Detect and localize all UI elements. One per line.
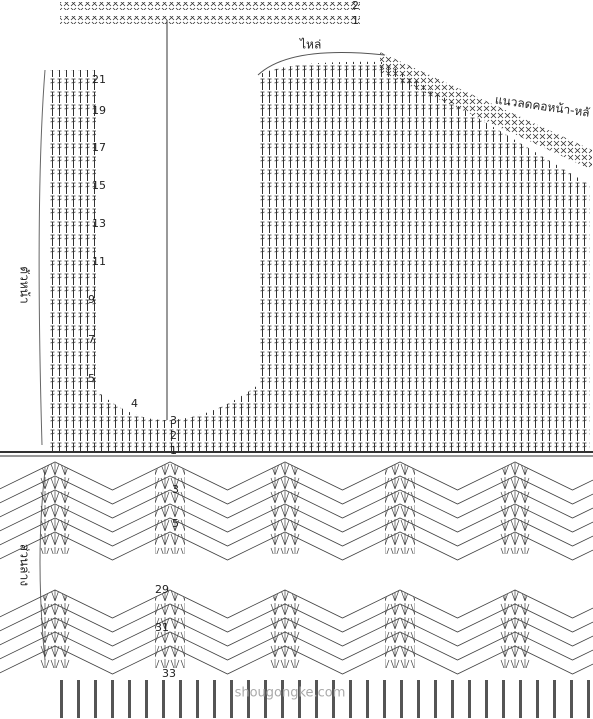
fringe — [468, 680, 471, 718]
row-number: 1 — [170, 444, 177, 457]
row-number: 15 — [92, 179, 106, 192]
fan-cluster — [385, 590, 415, 668]
zigzag-row — [0, 589, 593, 619]
fan-cluster — [270, 590, 300, 668]
zigzag-row — [0, 489, 593, 519]
fringe — [536, 680, 539, 718]
row-number: 21 — [92, 73, 106, 86]
front-label: ตัวหน้า — [18, 266, 32, 303]
fan-cluster — [40, 462, 70, 554]
fan-cluster — [270, 462, 300, 554]
fringe — [213, 680, 216, 718]
fan-cluster — [155, 590, 185, 668]
row-number: 3 — [170, 414, 177, 427]
watermark: shougongke.com — [235, 686, 346, 701]
fringe — [502, 680, 505, 718]
shoulder-label: ไหล่ — [299, 38, 321, 52]
fringe — [247, 680, 250, 718]
fringe — [570, 680, 573, 718]
fringe — [315, 680, 318, 718]
fringe — [179, 680, 182, 718]
row-number: 2 — [170, 429, 177, 442]
zigzag-row — [0, 475, 593, 505]
row-number: 29 — [155, 583, 169, 596]
zigzag-row — [0, 517, 593, 547]
row-number: 4 — [131, 397, 138, 410]
fringe — [128, 680, 131, 718]
row-number: 17 — [92, 141, 106, 154]
stitch-row — [60, 16, 360, 24]
fringe — [77, 680, 80, 718]
shoulder-arc — [257, 52, 386, 76]
fringe — [366, 680, 369, 718]
fringe — [94, 680, 97, 718]
fringe — [332, 680, 335, 718]
fringe — [383, 680, 386, 718]
fringe — [162, 680, 165, 718]
fan-cluster — [500, 590, 530, 668]
zigzag-pattern — [0, 461, 593, 718]
fringe — [111, 680, 114, 718]
row-number: 3 — [172, 483, 179, 496]
fan-cluster — [40, 590, 70, 668]
fringe — [298, 680, 301, 718]
zigzag-row — [0, 631, 593, 661]
fringe — [434, 680, 437, 718]
row-number: 13 — [92, 217, 106, 230]
row-number: 2 — [352, 0, 359, 12]
row-number: 11 — [92, 255, 106, 268]
fringe — [264, 680, 267, 718]
fringe — [553, 680, 556, 718]
row-number: 5 — [172, 517, 179, 530]
fringe — [519, 680, 522, 718]
fringe — [281, 680, 284, 718]
row-number: 31 — [155, 621, 169, 634]
zigzag-row — [0, 645, 593, 675]
zigzag-row — [0, 531, 593, 561]
stitch-row — [60, 2, 360, 10]
row-number: 1 — [352, 14, 359, 27]
fringe — [145, 680, 148, 718]
row-number: 19 — [92, 104, 106, 117]
fringe — [349, 680, 352, 718]
row-number: 7 — [88, 333, 95, 346]
zigzag-row — [0, 617, 593, 647]
row-number: 5 — [88, 372, 95, 385]
row-number: 9 — [88, 293, 95, 306]
fringe — [230, 680, 233, 718]
fringe — [485, 680, 488, 718]
fringe — [400, 680, 403, 718]
zigzag-row — [0, 503, 593, 533]
neckline-stitches — [380, 52, 592, 170]
fan-cluster — [500, 462, 530, 554]
bracket — [38, 69, 46, 446]
fan-cluster — [385, 462, 415, 554]
fringe — [60, 680, 63, 718]
fan-cluster — [155, 462, 185, 554]
fringe — [451, 680, 454, 718]
lower-label: ส่วนล่าง — [18, 544, 32, 586]
zigzag-row — [0, 461, 593, 491]
fringe — [587, 680, 590, 718]
row-number: 33 — [162, 667, 176, 680]
fringe — [417, 680, 420, 718]
zigzag-row — [0, 603, 593, 633]
fringe — [196, 680, 199, 718]
